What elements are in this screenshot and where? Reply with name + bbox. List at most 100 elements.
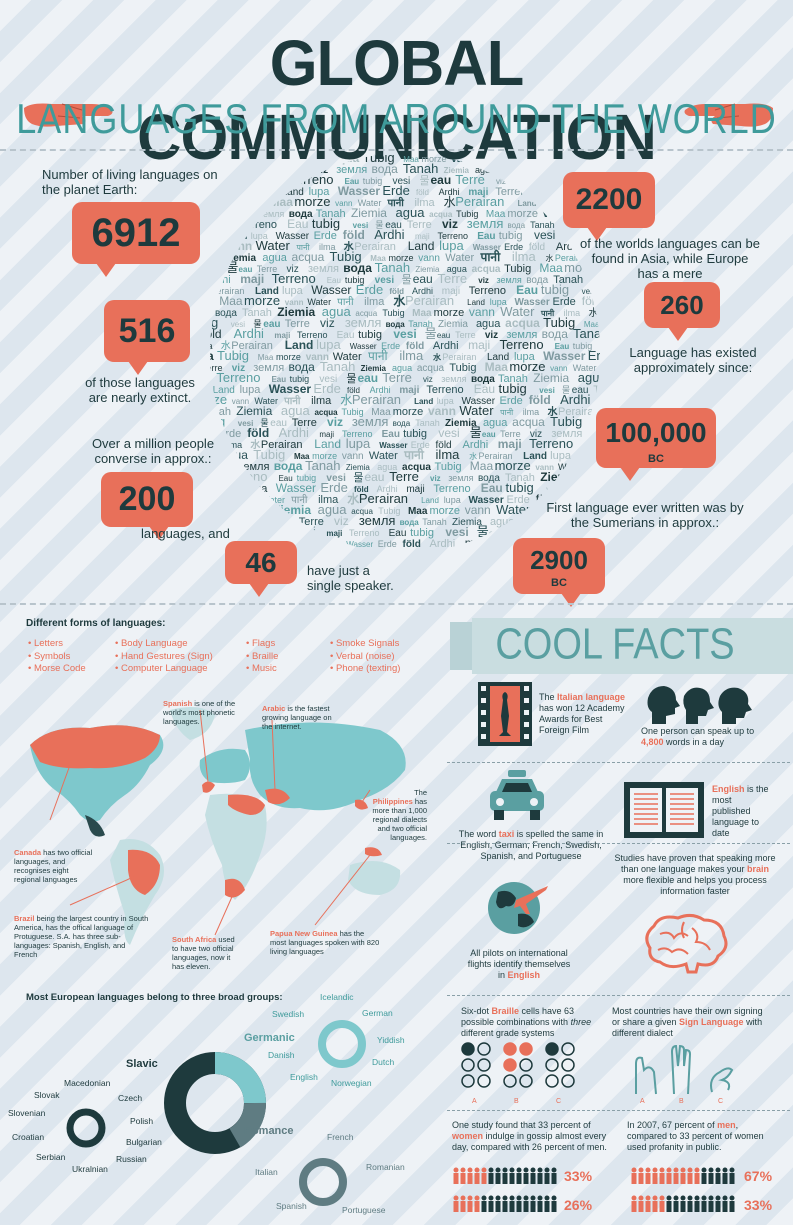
cloud-word: Perairan <box>588 154 605 164</box>
cloud-word: Terreno <box>297 330 328 340</box>
cloud-word: viz <box>334 514 349 528</box>
million-label: Over a million people converse in approx… <box>91 436 215 466</box>
cloud-word: 물 <box>260 418 268 428</box>
cloud-word: eau <box>413 272 433 286</box>
person-figure <box>544 1167 550 1173</box>
cloud-word: ilma <box>545 150 570 165</box>
cloud-word: maji <box>205 371 207 385</box>
cloud-word: morze <box>205 491 234 506</box>
cloud-word: tubig <box>499 230 523 242</box>
men-figures-graphic <box>631 1167 735 1212</box>
cloud-word: acqua <box>215 448 248 462</box>
person-figure <box>502 1173 508 1184</box>
cloud-word: Land <box>408 239 435 253</box>
cloud-word: tubig <box>506 480 534 495</box>
living-languages-bubble: 6912 <box>72 202 200 277</box>
cloud-word: ilma <box>414 197 435 209</box>
cloud-word: tubig <box>403 428 427 440</box>
south-africa-shape <box>225 878 245 898</box>
person-figure <box>666 1195 672 1201</box>
cloud-word: Tubig <box>330 249 362 264</box>
cloud-word: vesi <box>603 341 605 352</box>
cloud-word: 물 <box>267 517 275 527</box>
slavic-title: Slavic <box>126 1058 158 1070</box>
fact-emphasis: three <box>570 1017 592 1027</box>
cloud-word: Wasser <box>469 495 504 506</box>
person-figure <box>551 1167 557 1173</box>
cloud-word: Wasser <box>205 528 222 539</box>
forms-list-3: Flags Braille Music <box>246 638 278 676</box>
cloud-word: Land <box>285 338 314 352</box>
form-item: Symbols <box>28 651 86 664</box>
cloud-word: 水 <box>547 405 559 418</box>
cloud-word: ilma <box>205 341 213 351</box>
cloud-word: Ziemia <box>277 305 315 319</box>
person-figure <box>523 1173 529 1184</box>
cloud-word: Perairan <box>555 253 589 263</box>
person-figure <box>638 1173 644 1184</box>
cloud-word: पानी <box>368 349 389 363</box>
cloud-word: вода <box>508 221 526 230</box>
fact-text: is the most published language to date <box>712 784 769 838</box>
cloud-word: पानी <box>205 440 217 450</box>
languages-and-label: languages, and <box>141 526 230 541</box>
cloud-word: 물 <box>353 471 363 484</box>
cloud-word: Water <box>256 238 291 253</box>
cloud-word: Tanah <box>505 472 535 484</box>
cloud-word: Ziemia <box>351 206 387 220</box>
cloud-word: vesi <box>393 327 416 341</box>
slavic-item: Czech <box>118 1093 143 1103</box>
cloud-word: Wasser <box>338 184 381 198</box>
person-figure <box>495 1201 501 1212</box>
cloud-word: Ardhi <box>463 439 489 451</box>
person-figure <box>708 1201 714 1212</box>
cloud-word: Tanah <box>403 161 438 176</box>
cloud-word: morze <box>294 194 330 209</box>
person-figure <box>509 1195 515 1201</box>
cloud-word: вода <box>343 261 372 275</box>
cloud-word: Erde <box>314 230 337 242</box>
fact-text: words in a day <box>663 737 725 747</box>
cloud-word: agua <box>483 417 508 429</box>
cloud-word: Wasser <box>515 297 550 308</box>
cloud-word: Perairan <box>205 484 209 494</box>
cloud-word: Wasser <box>543 349 586 363</box>
cloud-word: vesi <box>223 162 246 176</box>
person-figure <box>687 1201 693 1212</box>
cloud-word: 물 <box>226 260 238 275</box>
cloud-word: Terre <box>389 469 419 484</box>
person-figure <box>523 1201 529 1212</box>
person-figure <box>687 1173 693 1184</box>
cloud-word: Erde <box>507 494 530 506</box>
cloud-word: Terreno <box>529 436 573 451</box>
person-figure <box>645 1167 651 1173</box>
cloud-word: Land <box>517 199 536 208</box>
cloud-word: земля <box>467 216 504 231</box>
cloud-word: Perairan <box>210 286 244 296</box>
map-note-highlight: Papua New Guinea <box>270 929 338 938</box>
braille-cells-graphic <box>461 1042 575 1088</box>
cloud-word: 물 <box>425 326 437 341</box>
cloud-word: Land <box>220 484 244 495</box>
cloud-word: lupa <box>490 297 507 307</box>
cloud-word: Water <box>369 450 398 462</box>
cloud-word: Tubig <box>435 461 462 473</box>
cloud-word: vann <box>239 496 258 505</box>
cloud-word: eau <box>437 331 450 340</box>
slavic-item: Slovak <box>34 1090 60 1100</box>
philippines-shape <box>355 799 368 810</box>
person-figure <box>551 1195 557 1201</box>
fact-text: The <box>539 692 558 702</box>
cloud-word: Wasser <box>311 283 351 297</box>
person-figure <box>530 1167 536 1173</box>
cloud-word: maji <box>258 173 280 187</box>
cloud-word: вода <box>393 419 411 428</box>
cloud-word: vesi <box>445 525 468 539</box>
cloud-word: vann <box>550 364 567 373</box>
fact-brain: Studies have proven that speaking more t… <box>610 853 780 897</box>
cloud-word: Terreno <box>349 528 380 538</box>
cloud-word: вода <box>471 374 495 385</box>
cloud-word: Tanah <box>305 458 340 473</box>
person-figure <box>481 1173 487 1184</box>
cloud-word: Perairan <box>205 227 215 242</box>
